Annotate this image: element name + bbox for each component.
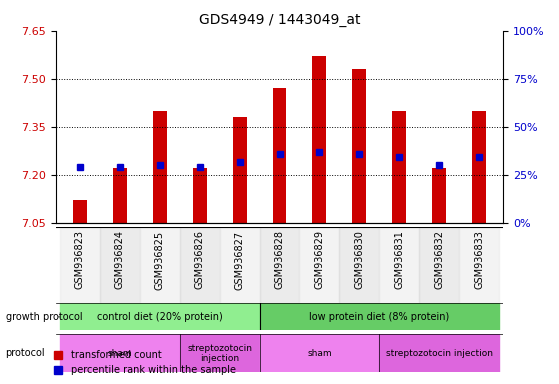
Bar <box>113 168 127 223</box>
Text: low protein diet (8% protein): low protein diet (8% protein) <box>309 312 449 322</box>
Bar <box>179 227 220 303</box>
Bar <box>352 69 366 223</box>
Text: GSM936832: GSM936832 <box>434 230 444 290</box>
Bar <box>472 111 486 223</box>
Bar <box>60 334 179 372</box>
Legend: transformed count, percentile rank within the sample: transformed count, percentile rank withi… <box>50 346 240 379</box>
Text: streptozotocin injection: streptozotocin injection <box>386 349 492 358</box>
Bar <box>380 334 499 372</box>
Bar <box>233 117 247 223</box>
Bar <box>259 227 300 303</box>
Text: GSM936823: GSM936823 <box>75 230 85 290</box>
Bar <box>339 227 380 303</box>
Text: GSM936830: GSM936830 <box>354 230 364 289</box>
Bar <box>193 168 207 223</box>
Bar <box>259 303 499 330</box>
Text: sham: sham <box>107 349 132 358</box>
Text: control diet (20% protein): control diet (20% protein) <box>97 312 222 322</box>
Bar <box>73 200 87 223</box>
Text: streptozotocin
injection: streptozotocin injection <box>187 344 252 363</box>
Bar <box>273 88 287 223</box>
Text: GSM936825: GSM936825 <box>155 230 165 290</box>
Bar <box>459 227 499 303</box>
Text: sham: sham <box>307 349 331 358</box>
Text: GSM936826: GSM936826 <box>195 230 205 290</box>
Bar <box>100 227 140 303</box>
Bar <box>140 227 179 303</box>
Bar <box>153 111 167 223</box>
Text: growth protocol: growth protocol <box>6 312 82 322</box>
Bar <box>220 227 259 303</box>
Bar <box>300 227 339 303</box>
Bar <box>419 227 459 303</box>
Text: GSM936833: GSM936833 <box>474 230 484 289</box>
Bar <box>60 303 259 330</box>
Text: GSM936827: GSM936827 <box>235 230 245 290</box>
Title: GDS4949 / 1443049_at: GDS4949 / 1443049_at <box>199 13 360 27</box>
Text: GSM936828: GSM936828 <box>274 230 285 290</box>
Text: GSM936831: GSM936831 <box>394 230 404 289</box>
Text: protocol: protocol <box>6 348 45 358</box>
Bar <box>312 56 326 223</box>
Text: GSM936824: GSM936824 <box>115 230 125 290</box>
Text: GSM936829: GSM936829 <box>314 230 324 290</box>
Bar <box>392 111 406 223</box>
Bar <box>432 168 446 223</box>
Bar <box>60 227 100 303</box>
Bar <box>259 334 380 372</box>
Bar <box>179 334 259 372</box>
Bar <box>380 227 419 303</box>
